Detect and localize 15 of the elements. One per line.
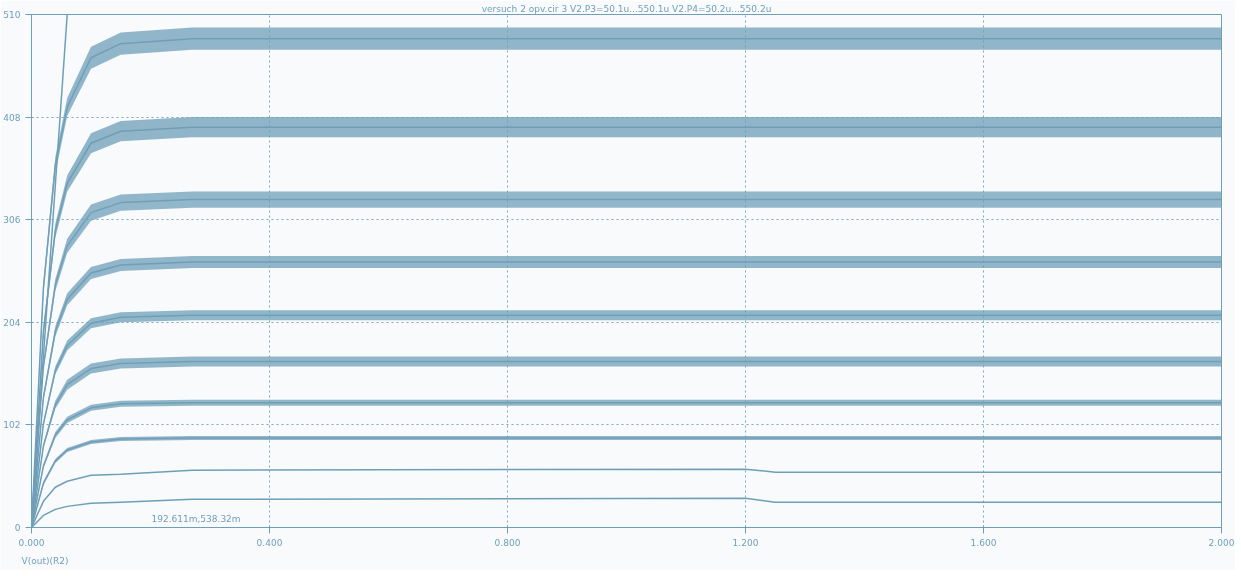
annotation: 192.611m,538.32m xyxy=(151,513,241,524)
y-tick-label: 306 xyxy=(3,215,21,226)
x-tick-label: 0.400 xyxy=(256,537,283,548)
chart-title: versuch 2 opv.cir 3 V2.P3=50.1u...550.1u V2.P4=50.2u...550.2u xyxy=(481,3,772,14)
y-tick-label: 204 xyxy=(3,317,21,328)
x-tick-label: 1.600 xyxy=(970,537,997,548)
y-tick-label: 510 xyxy=(3,10,21,20)
x-tick-label: 0.800 xyxy=(494,537,521,548)
y-tick-label: 102 xyxy=(3,420,21,431)
y-tick-label: 0 xyxy=(14,523,21,533)
y-axis-title: V(out)(R2) xyxy=(21,555,69,566)
x-tick-label: 1.200 xyxy=(732,537,759,548)
x-tick-label: 2.000 xyxy=(1208,537,1235,548)
y-tick-label: 408 xyxy=(3,112,21,123)
x-tick-label: 0.000 xyxy=(18,537,45,548)
